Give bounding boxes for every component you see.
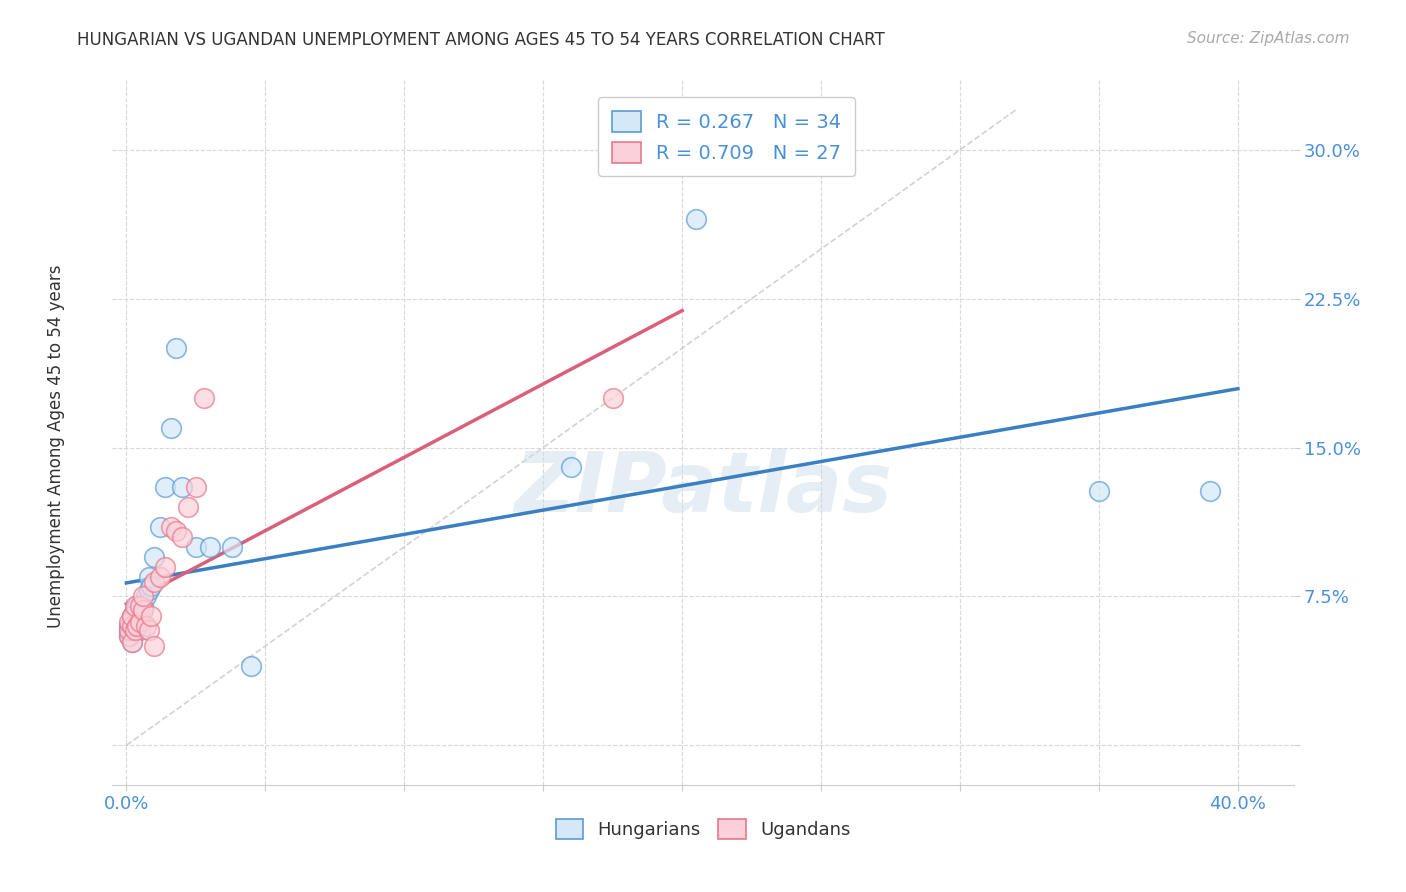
Point bbox=[129, 609, 152, 624]
Point bbox=[127, 615, 149, 630]
Point bbox=[132, 603, 155, 617]
Point bbox=[135, 619, 157, 633]
Point bbox=[118, 629, 141, 643]
Point bbox=[124, 603, 146, 617]
Text: Source: ZipAtlas.com: Source: ZipAtlas.com bbox=[1187, 31, 1350, 46]
Point bbox=[121, 609, 143, 624]
Point bbox=[127, 619, 149, 633]
Point bbox=[685, 212, 707, 227]
Point bbox=[138, 583, 160, 598]
Point bbox=[155, 480, 177, 494]
Point bbox=[1088, 484, 1111, 499]
Point bbox=[141, 579, 163, 593]
Point bbox=[602, 391, 624, 405]
Point bbox=[138, 569, 160, 583]
Point bbox=[124, 599, 146, 614]
Point bbox=[165, 524, 187, 538]
Point bbox=[149, 569, 172, 583]
Point bbox=[143, 575, 166, 590]
Point bbox=[170, 480, 193, 494]
Point bbox=[141, 609, 163, 624]
Point bbox=[160, 520, 183, 534]
Text: ZIPatlas: ZIPatlas bbox=[515, 449, 891, 530]
Legend: Hungarians, Ugandans: Hungarians, Ugandans bbox=[548, 812, 858, 847]
Point bbox=[121, 623, 143, 637]
Point bbox=[118, 619, 141, 633]
Point bbox=[143, 549, 166, 564]
Point bbox=[121, 609, 143, 624]
Point bbox=[135, 590, 157, 604]
Point bbox=[124, 623, 146, 637]
Point bbox=[170, 530, 193, 544]
Point bbox=[149, 520, 172, 534]
Point bbox=[132, 590, 155, 604]
Point bbox=[184, 480, 207, 494]
Point bbox=[1199, 484, 1222, 499]
Point bbox=[121, 619, 143, 633]
Point bbox=[121, 619, 143, 633]
Point bbox=[221, 540, 243, 554]
Point bbox=[198, 540, 221, 554]
Point bbox=[560, 460, 582, 475]
Point bbox=[132, 599, 155, 614]
Point bbox=[176, 500, 198, 514]
Point bbox=[129, 615, 152, 630]
Point bbox=[155, 559, 177, 574]
Point bbox=[184, 540, 207, 554]
Point bbox=[118, 623, 141, 637]
Point bbox=[193, 391, 215, 405]
Point bbox=[118, 615, 141, 630]
Point bbox=[129, 599, 152, 614]
Text: Unemployment Among Ages 45 to 54 years: Unemployment Among Ages 45 to 54 years bbox=[48, 264, 65, 628]
Text: HUNGARIAN VS UGANDAN UNEMPLOYMENT AMONG AGES 45 TO 54 YEARS CORRELATION CHART: HUNGARIAN VS UGANDAN UNEMPLOYMENT AMONG … bbox=[77, 31, 886, 49]
Point bbox=[124, 613, 146, 627]
Point bbox=[121, 635, 143, 649]
Point bbox=[165, 341, 187, 355]
Point bbox=[160, 420, 183, 434]
Point bbox=[143, 639, 166, 653]
Point bbox=[127, 619, 149, 633]
Point bbox=[129, 623, 152, 637]
Point bbox=[138, 623, 160, 637]
Point bbox=[240, 658, 263, 673]
Point bbox=[124, 623, 146, 637]
Point bbox=[118, 629, 141, 643]
Point bbox=[118, 623, 141, 637]
Point bbox=[121, 635, 143, 649]
Point bbox=[127, 599, 149, 614]
